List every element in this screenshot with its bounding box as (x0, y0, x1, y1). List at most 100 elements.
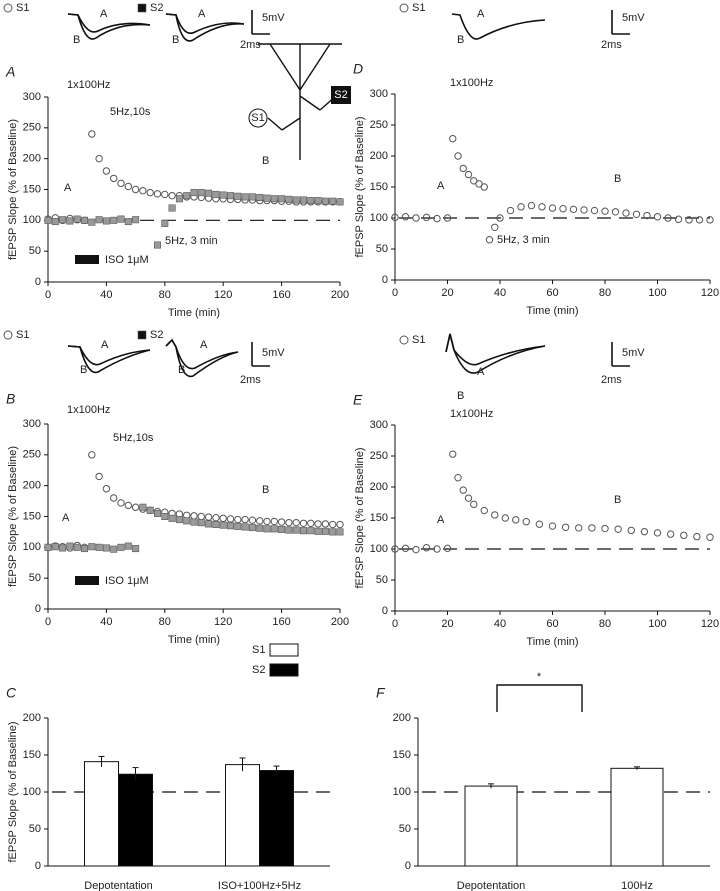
data-point (299, 519, 308, 527)
x-tick-label: 160 (272, 616, 290, 628)
data-point (88, 218, 96, 226)
legend-marker (137, 330, 147, 340)
data-point (241, 515, 249, 524)
y-tick-label: 250 (370, 450, 388, 462)
data-point (501, 514, 509, 522)
data-point (643, 211, 651, 220)
data-point (561, 523, 570, 531)
data-point (299, 527, 307, 535)
x-tick-label: 40 (494, 618, 506, 630)
data-point (263, 517, 271, 526)
data-point (559, 205, 567, 213)
x-tick-label: 200 (331, 616, 349, 628)
data-point (124, 542, 132, 550)
x-tick-label: 60 (546, 287, 558, 299)
data-point (51, 543, 59, 551)
y-tick-label: 100 (370, 543, 388, 555)
data-point (219, 521, 227, 529)
data-point (212, 521, 220, 529)
data-point (161, 190, 169, 199)
data-point (81, 545, 89, 553)
data-point (548, 204, 557, 212)
data-point (197, 519, 205, 527)
data-point (132, 216, 140, 224)
legend-marker (399, 3, 409, 13)
annotation: B (262, 155, 269, 167)
data-point (614, 525, 622, 533)
y-tick-label: 200 (23, 712, 41, 724)
legend-label: S1 (252, 644, 265, 656)
x-tick-label: 120 (701, 618, 719, 630)
x-tick-label: 80 (599, 287, 611, 299)
panel-letter: B (6, 391, 15, 407)
data-point (522, 518, 530, 526)
data-point (307, 197, 315, 205)
data-point (336, 520, 344, 529)
data-point (124, 218, 132, 226)
y-axis-label: fEPSP Slope (% of Baseline) (7, 119, 19, 260)
data-point (329, 528, 337, 536)
data-point (443, 214, 452, 222)
annotation: A (437, 514, 445, 526)
y-tick-label: 50 (29, 245, 41, 257)
data-point (627, 526, 635, 535)
schematic-label: S1 (251, 112, 264, 124)
legend-label: S2 (150, 329, 163, 341)
data-point (154, 241, 162, 249)
y-tick-label: 50 (29, 823, 41, 835)
data-point (234, 522, 242, 530)
inset-label: B (457, 34, 464, 46)
y-tick-label: 150 (370, 181, 388, 193)
inset-label: B (178, 364, 185, 376)
x-tick-label: 120 (701, 287, 719, 299)
data-point (292, 526, 300, 534)
data-point (401, 544, 410, 553)
y-axis-label: fEPSP Slope (% of Baseline) (7, 446, 19, 587)
data-point (601, 207, 609, 215)
neuron-schematic (248, 43, 351, 160)
annotation: B (614, 494, 621, 506)
data-point (270, 525, 278, 533)
x-tick-label: 120 (214, 289, 232, 301)
x-tick-label: 0 (45, 289, 51, 301)
data-point (51, 218, 59, 226)
x-tick-label: 40 (100, 616, 112, 628)
data-point (548, 522, 557, 530)
data-point (95, 472, 103, 481)
annotation: ISO 1μM (105, 575, 149, 587)
y-tick-label: 200 (23, 480, 41, 492)
annotation: A (62, 512, 70, 524)
data-point (329, 520, 337, 529)
y-tick-label: 150 (23, 183, 41, 195)
y-tick-label: 150 (23, 510, 41, 522)
data-point (314, 197, 322, 205)
data-point (569, 205, 578, 214)
y-tick-label: 100 (23, 214, 41, 226)
data-point (454, 474, 462, 482)
data-point (336, 528, 344, 536)
data-point (653, 529, 662, 537)
y-tick-label: 0 (382, 605, 388, 617)
bar (464, 785, 518, 867)
y-tick-label: 100 (393, 786, 411, 798)
data-point (66, 217, 74, 225)
data-point (227, 192, 235, 200)
y-tick-label: 50 (376, 243, 388, 255)
annotation: 1x100Hz (450, 408, 493, 420)
data-point (285, 526, 293, 534)
data-point (73, 215, 81, 223)
data-point (234, 192, 242, 200)
data-point (226, 515, 235, 523)
inset-label: B (457, 390, 464, 402)
x-axis-label: Time (min) (168, 634, 220, 646)
data-point (601, 524, 609, 533)
data-point (412, 545, 420, 554)
data-point (117, 179, 125, 188)
data-point (278, 195, 286, 203)
data-point (454, 152, 462, 160)
x-tick-label: 80 (159, 616, 171, 628)
y-tick-label: 0 (35, 603, 41, 615)
data-point (175, 516, 183, 524)
y-tick-label: 0 (382, 274, 388, 286)
data-point (680, 531, 688, 540)
